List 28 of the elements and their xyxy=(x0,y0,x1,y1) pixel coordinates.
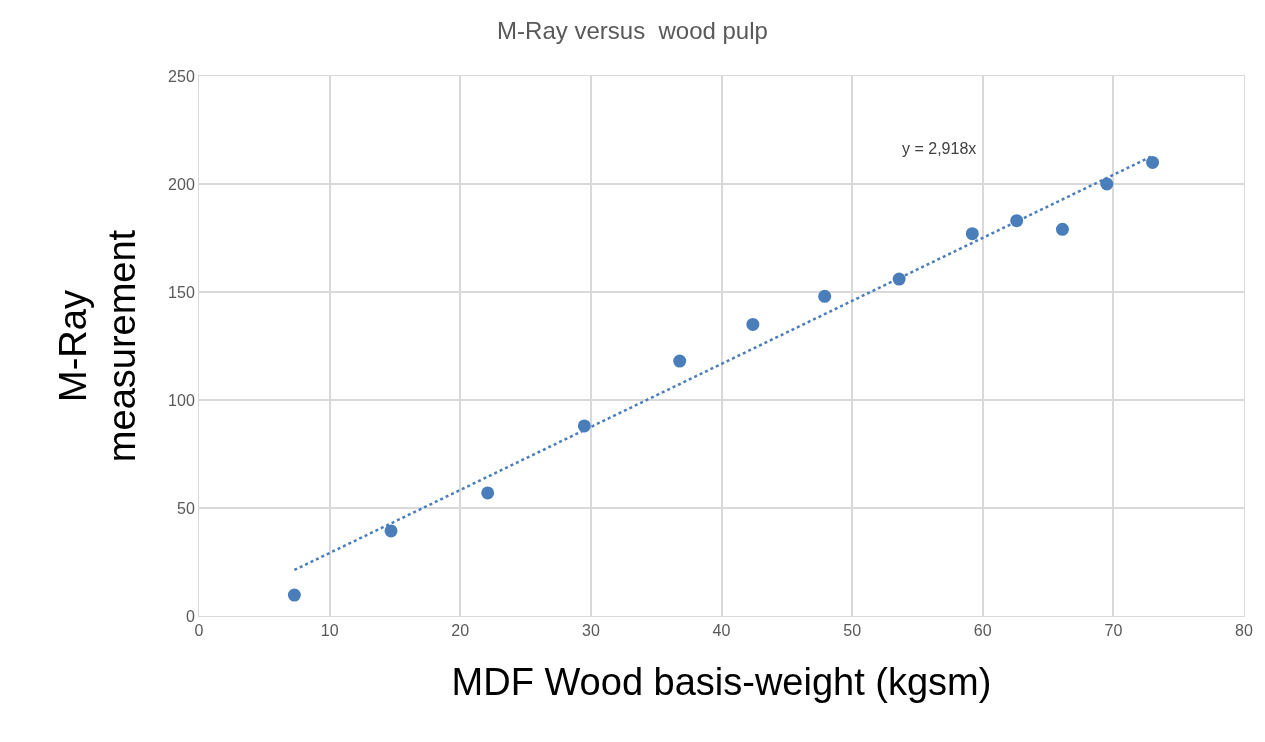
x-tick-label: 30 xyxy=(581,622,600,640)
y-tick-label: 0 xyxy=(185,607,195,625)
x-tick-label: 10 xyxy=(320,622,339,640)
point xyxy=(1146,155,1160,169)
point xyxy=(481,486,495,500)
point xyxy=(673,354,687,368)
point xyxy=(818,289,832,303)
x-tick-label: 70 xyxy=(1104,622,1123,640)
x-tick-label: 80 xyxy=(1235,622,1253,640)
x-tick-label: 50 xyxy=(843,622,862,640)
point xyxy=(746,317,760,331)
point xyxy=(1100,177,1114,191)
point xyxy=(384,524,398,538)
y-tick-label: 100 xyxy=(168,391,195,409)
y-tick-label: 200 xyxy=(168,175,195,193)
y-tick-label: 150 xyxy=(168,283,195,301)
chart-title: M-Ray versus wood pulp xyxy=(497,17,768,45)
x-axis-title: MDF Wood basis-weight (kgsm) xyxy=(451,661,992,704)
x-tick-label: 60 xyxy=(973,622,992,640)
point xyxy=(1055,222,1069,236)
point xyxy=(287,588,301,602)
y-axis-title: M-Ray measurement xyxy=(51,229,144,463)
point xyxy=(965,227,979,241)
x-tick-label: 40 xyxy=(712,622,731,640)
y-tick-label: 250 xyxy=(168,67,195,85)
y-tick-label: 50 xyxy=(177,499,195,517)
annotation: y = 2,918x xyxy=(902,140,977,157)
x-tick-label: 20 xyxy=(451,622,470,640)
